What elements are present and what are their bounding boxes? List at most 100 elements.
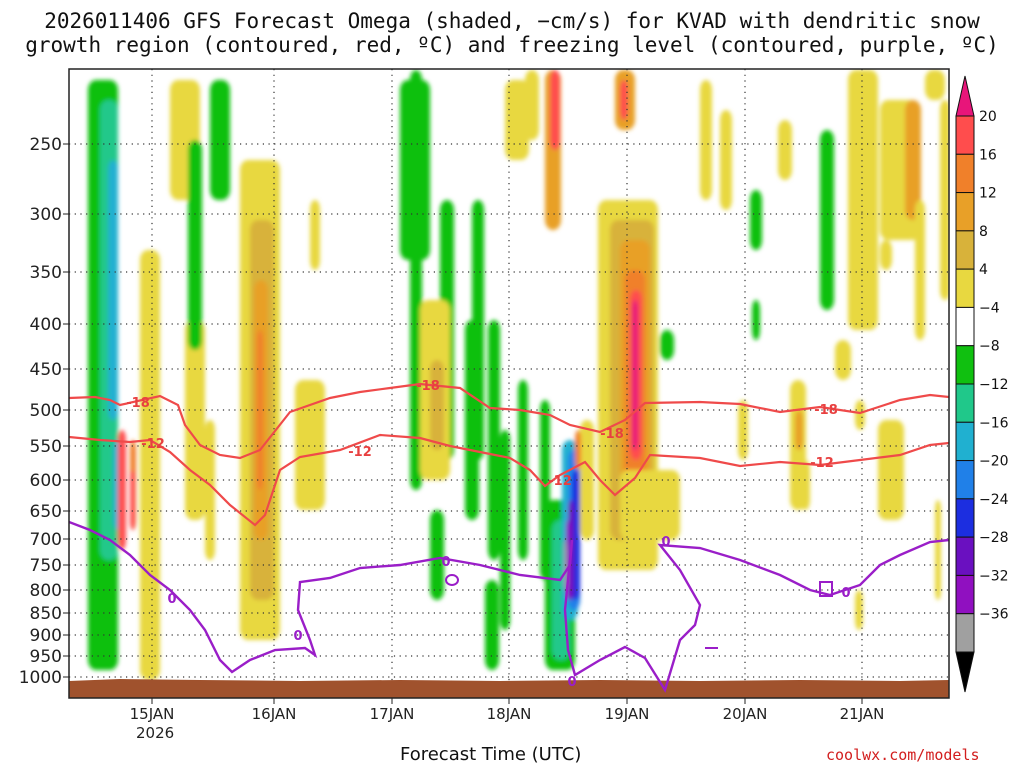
colorbar-bottom-arrow xyxy=(955,651,975,693)
omega-shade xyxy=(550,70,560,150)
colorbar-swatch xyxy=(955,306,975,347)
colorbar-top-arrow xyxy=(955,75,975,117)
omega-shade xyxy=(848,70,878,330)
x-tick-label: 16JAN xyxy=(252,705,297,723)
colorbar: 20 16 12 8 4 −4 −8 −12 −16 −20 −24 −28 −32 −36 xyxy=(955,75,1009,693)
x-axis-title: Forecast Time (UTC) xyxy=(400,744,582,765)
omega-shade xyxy=(620,470,680,540)
colorbar-label: −12 xyxy=(979,377,1009,393)
contour-label: 0 xyxy=(293,629,302,644)
omega-shade xyxy=(720,110,732,210)
x-tick-label: 15JAN xyxy=(130,705,175,723)
colorbar-label: −8 xyxy=(979,339,1000,355)
dgz-contour-minus18 xyxy=(69,382,949,460)
colorbar-swatch xyxy=(955,460,975,500)
colorbar-label: −32 xyxy=(979,568,1009,584)
omega-shade xyxy=(925,70,945,100)
contour-label: -12 xyxy=(141,437,165,452)
omega-shade xyxy=(835,340,851,380)
omega-shade xyxy=(660,330,674,360)
y-tick-label: 750 xyxy=(30,556,62,576)
omega-shade xyxy=(130,470,135,530)
y-tick-label: 850 xyxy=(30,604,62,624)
x-tick-label: 18JAN xyxy=(487,705,532,723)
omega-shade xyxy=(485,580,499,670)
omega-shade xyxy=(632,300,638,450)
omega-shade xyxy=(738,400,748,460)
contour-label: 0 xyxy=(441,555,450,570)
x-tick-label: 19JAN xyxy=(605,705,650,723)
colorbar-swatch xyxy=(955,498,975,538)
contour-label: -12 xyxy=(348,445,372,460)
colorbar-label: −36 xyxy=(979,607,1009,623)
freezing-level-contour xyxy=(69,520,949,693)
omega-shade xyxy=(188,140,202,350)
omega-shade xyxy=(940,100,949,300)
y-tick-label: 250 xyxy=(30,135,62,155)
omega-shading xyxy=(88,70,949,680)
colorbar-swatch xyxy=(955,345,975,385)
omega-shade xyxy=(935,500,941,600)
omega-shade xyxy=(855,400,865,430)
omega-shade xyxy=(752,300,760,340)
y-tick-label: 550 xyxy=(30,437,62,457)
omega-shade xyxy=(118,430,126,550)
omega-shade xyxy=(430,510,444,600)
colorbar-swatch xyxy=(955,613,975,653)
omega-shade xyxy=(795,410,803,450)
colorbar-swatch xyxy=(955,383,975,423)
colorbar-label: −4 xyxy=(979,300,1000,316)
omega-shade xyxy=(505,80,529,160)
omega-shade xyxy=(575,430,581,470)
colorbar-swatch xyxy=(955,536,975,576)
omega-shade xyxy=(820,130,834,310)
omega-shade xyxy=(855,590,863,630)
y-axis: 2503003504004505005506006507007508008509… xyxy=(19,135,69,688)
y-tick-label: 600 xyxy=(30,471,62,491)
omega-shade xyxy=(750,190,762,250)
credit-link[interactable]: coolwx.com/models xyxy=(826,746,980,764)
colorbar-swatch xyxy=(955,574,975,615)
omega-shade xyxy=(905,100,921,220)
colorbar-swatch xyxy=(955,230,975,270)
omega-shade xyxy=(140,250,160,680)
contour-label: 0 xyxy=(841,586,850,601)
contour-label: 0 xyxy=(567,675,576,690)
x-tick-label: 17JAN xyxy=(370,705,415,723)
omega-shade xyxy=(880,240,892,270)
colorbar-label: 8 xyxy=(979,224,988,240)
y-tick-label: 1000 xyxy=(19,668,62,688)
colorbar-label: −24 xyxy=(979,492,1009,508)
omega-shade xyxy=(205,420,215,560)
chart-title-line2: growth region (contoured, red, ºC) and f… xyxy=(25,33,999,57)
y-tick-label: 700 xyxy=(30,530,62,550)
omega-shade xyxy=(700,80,712,200)
dgz-contour-minus12 xyxy=(69,433,949,527)
colorbar-label: −16 xyxy=(979,415,1009,431)
contour-label: -18 xyxy=(600,427,624,442)
omega-shade xyxy=(518,380,528,560)
y-tick-label: 500 xyxy=(30,401,62,421)
y-tick-label: 300 xyxy=(30,205,62,225)
colorbar-swatch xyxy=(955,153,975,194)
omega-shade xyxy=(800,460,810,510)
contour-label: -12 xyxy=(548,474,572,489)
y-tick-label: 900 xyxy=(30,626,62,646)
omega-shade xyxy=(430,360,444,450)
colorbar-label: −28 xyxy=(979,530,1009,546)
y-tick-label: 400 xyxy=(30,315,62,335)
contour-label: 0 xyxy=(167,592,176,607)
x-tick-label: 20JAN xyxy=(723,705,768,723)
colorbar-label: 20 xyxy=(979,109,997,125)
omega-shade xyxy=(620,80,628,120)
omega-shade xyxy=(915,200,925,340)
omega-shade xyxy=(580,420,594,540)
omega-shade xyxy=(108,160,118,420)
x-year-label: 2026 xyxy=(136,724,174,742)
omega-shade xyxy=(488,320,500,560)
y-tick-label: 650 xyxy=(30,502,62,522)
contours: -18 -18 -18 -18 -12 -12 -12 -12 0 0 0 0 0 0 xyxy=(69,379,949,693)
contour-label: 0 xyxy=(661,535,670,550)
colorbar-label: 4 xyxy=(979,262,988,278)
